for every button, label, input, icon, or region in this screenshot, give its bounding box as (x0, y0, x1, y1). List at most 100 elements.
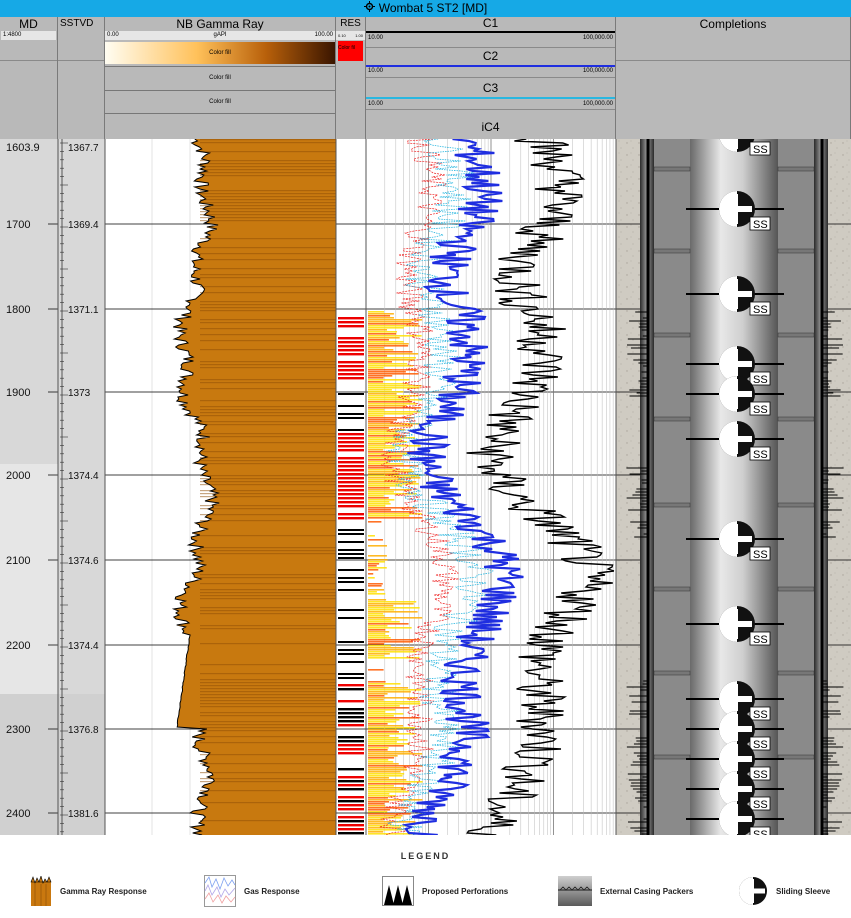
legend-label-sleeve: Sliding Sleeve (776, 886, 831, 896)
curve-c3-header[interactable]: C3 10.00 100,000.00 (366, 77, 615, 110)
packer (777, 416, 815, 422)
perforations-icon (382, 876, 414, 906)
sliding-sleeve (719, 711, 755, 747)
md-depth-label: 2000 (6, 470, 30, 482)
legend-label-gas: Gas Response (244, 886, 300, 896)
sleeve-label: SS (753, 634, 768, 646)
legend-panel: LEGEND Gamma Ray Response Gas Response P… (0, 835, 851, 918)
sleeve-label: SS (753, 549, 768, 561)
gamma-ray-icon (30, 876, 52, 906)
sleeve-label: SS (753, 219, 768, 231)
sliding-sleeve (719, 606, 755, 642)
md-track-header[interactable]: MD 1:4800 (0, 17, 58, 139)
sstvd-depth-label: 1374.4 (68, 641, 99, 652)
packer (653, 332, 691, 338)
sliding-sleeve (719, 191, 755, 227)
sliding-sleeve (719, 521, 755, 557)
curve-c1-header[interactable]: C1 10.00 100,000.00 (366, 16, 615, 41)
log-body[interactable]: 1603.9 1700 1800 1900 2000 2100 2200 2300 2400 13… (0, 139, 851, 835)
gear-icon[interactable] (363, 0, 375, 17)
sliding-sleeve (719, 139, 755, 152)
md-track-name: MD (19, 17, 38, 31)
sliding-sleeve (719, 741, 755, 777)
legend-label-packers: External Casing Packers (600, 886, 694, 896)
curve-c1-line (466, 139, 615, 835)
sliding-sleeve (719, 276, 755, 312)
gamma-scale: 0.00 gAPI 100.00 (105, 31, 335, 40)
res-color-fill[interactable]: Color fil (338, 41, 363, 61)
md-depth-label: 2400 (6, 808, 30, 820)
sleeve-label-box (749, 301, 771, 316)
sleeve-label-box (749, 216, 771, 231)
sstvd-depth-label: 1376.8 (68, 725, 99, 736)
md-depth-label: 2200 (6, 640, 30, 652)
packer (653, 586, 691, 592)
packer (653, 670, 691, 676)
packer (653, 502, 691, 508)
gamma-color-fill-1[interactable]: Color fill (105, 42, 335, 64)
sstvd-depth-label: 1381.6 (68, 809, 99, 820)
gamma-track-header[interactable]: NB Gamma Ray 0.00 gAPI 100.00 Color fill… (105, 17, 336, 139)
sleeve-label: SS (753, 769, 768, 781)
legend-label-perforations: Proposed Perforations (422, 886, 509, 896)
sleeve-label-box (749, 766, 771, 781)
gamma-color-fill-2[interactable]: Color fill (105, 66, 335, 89)
sleeve-label: SS (753, 374, 768, 386)
sleeve-label-box (749, 446, 771, 461)
gas-response-icon (204, 875, 236, 907)
completions-track-header[interactable]: Completions (616, 17, 851, 139)
sstvd-depth-label: 1373 (68, 388, 91, 399)
sstvd-depth-label: 1367.7 (68, 143, 99, 154)
sstvd-depth-label: 1374.4 (68, 471, 99, 482)
sleeve-label-box (749, 796, 771, 811)
legend-item-packers: External Casing Packers (558, 875, 693, 907)
sleeve-label-box (749, 401, 771, 416)
sstvd-depth-label: 1371.1 (68, 305, 99, 316)
curves-track-header[interactable]: C1 10.00 100,000.00 C2 10.00 100,000.00 … (366, 17, 616, 139)
sleeve-label-box (749, 826, 771, 835)
sliding-sleeve (719, 421, 755, 457)
sliding-sleeve (719, 346, 755, 382)
res-scale: 0.10 1.00 (336, 31, 365, 40)
sstvd-depth-label: 1374.6 (68, 556, 99, 567)
legend-item-gamma: Gamma Ray Response (30, 875, 147, 907)
legend-label-gamma: Gamma Ray Response (60, 886, 147, 896)
packer (777, 502, 815, 508)
sleeve-label: SS (753, 144, 768, 156)
md-scale: 1:4800 (1, 31, 56, 40)
sliding-sleeve (719, 376, 755, 412)
curve-ic4-line (379, 139, 460, 835)
sleeve-label-box (749, 141, 771, 156)
sleeve-label: SS (753, 739, 768, 751)
gamma-fill (173, 139, 336, 835)
curve-c2-header[interactable]: C2 10.00 100,000.00 (366, 47, 615, 78)
res-track-name: RES (340, 18, 361, 29)
gamma-color-fill-3[interactable]: Color fill (105, 90, 335, 114)
packer (653, 166, 691, 172)
gamma-track-name: NB Gamma Ray (176, 17, 264, 31)
window-title-bar: Wombat 5 ST2 [MD] (0, 0, 851, 17)
packer (777, 332, 815, 338)
sleeve-label-box (749, 631, 771, 646)
sleeve-label: SS (753, 709, 768, 721)
sleeve-label: SS (753, 449, 768, 461)
packer (653, 248, 691, 254)
sleeve-label-box (749, 546, 771, 561)
sleeve-label: SS (753, 799, 768, 811)
sliding-sleeve (719, 771, 755, 807)
sstvd-track-header[interactable]: SSTVD (58, 17, 105, 139)
res-track-header[interactable]: RES 0.10 1.00 Color fil (336, 17, 366, 139)
curve-c2-line (401, 139, 524, 835)
sstvd-track-name: SSTVD (60, 18, 94, 29)
packer (777, 754, 815, 760)
packer (777, 248, 815, 254)
packer (777, 166, 815, 172)
curve-ic4-header[interactable]: iC4 (366, 109, 615, 140)
sleeve-label: SS (753, 829, 768, 835)
md-depth-label: 1603.9 (6, 142, 40, 154)
sleeve-label-box (749, 736, 771, 751)
sstvd-depth-label: 1369.4 (68, 220, 99, 231)
log-canvas: 1603.9 1700 1800 1900 2000 2100 2200 2300 2400 13… (0, 139, 851, 835)
sleeve-label-box (749, 371, 771, 386)
window-title: Wombat 5 ST2 [MD] (378, 1, 488, 15)
